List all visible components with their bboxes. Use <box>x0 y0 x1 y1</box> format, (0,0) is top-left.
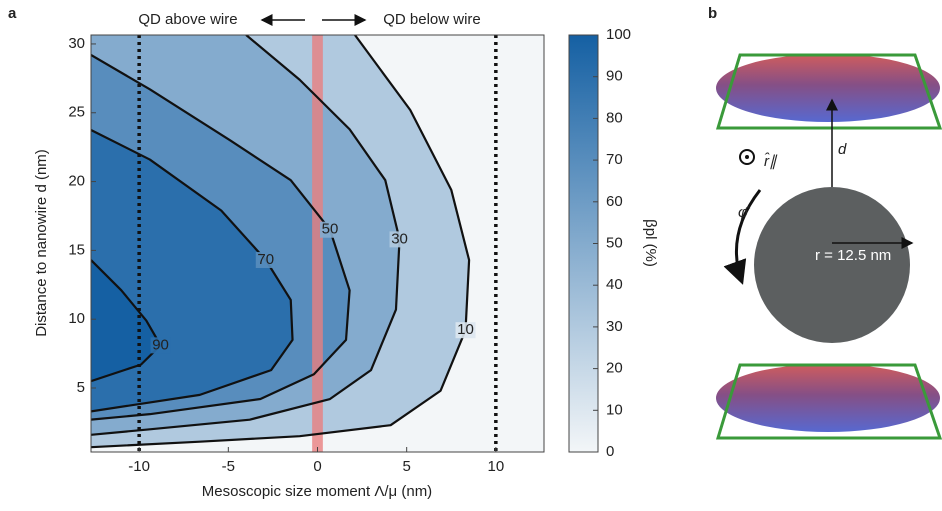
contour-line <box>91 128 294 413</box>
frame <box>715 53 942 130</box>
radius-label: r = 12.5 nm <box>815 247 891 264</box>
contour-label-bg <box>255 252 276 269</box>
contour-label-bg <box>150 337 171 354</box>
colorbar-tick-label: 50 <box>606 234 623 251</box>
contour-line <box>91 35 401 436</box>
unit-vector-label: r̂∥ <box>764 152 778 170</box>
contour-label: 90 <box>152 336 169 353</box>
highlight-band <box>312 35 323 452</box>
annotation: QD above wire <box>138 11 237 28</box>
dome <box>716 364 940 432</box>
x-tick-label: 10 <box>488 458 505 475</box>
contour-label-bg <box>319 221 340 238</box>
unit-vector-label: φ̂ <box>738 204 751 221</box>
contour-label-bg <box>455 322 476 339</box>
colorbar-tick-label: 60 <box>606 193 623 210</box>
contour-line <box>91 259 162 383</box>
annotation: QD below wire <box>383 11 481 28</box>
colorbar-tick-label: 30 <box>606 318 623 335</box>
contour-line <box>91 35 471 449</box>
distance-label: d <box>838 141 847 158</box>
nanowire <box>754 187 910 343</box>
contour-label: 70 <box>257 251 274 268</box>
colorbar-tick-label: 20 <box>606 360 623 377</box>
colorbar-tick-label: 0 <box>606 443 614 460</box>
out-of-plane <box>739 149 755 165</box>
y-axis-label: Distance to nanowire d (nm) <box>33 149 50 337</box>
x-tick-label: 0 <box>313 458 321 475</box>
y-tick-label: 30 <box>68 35 85 52</box>
panel-label: a <box>8 5 17 22</box>
plot-area: 10 30 50 70 90 <box>91 35 544 452</box>
y-tick-label: 20 <box>68 173 85 190</box>
colorbar-tick-label: 90 <box>606 68 623 85</box>
colorbar-tick-label: 40 <box>606 276 623 293</box>
colorbar-tick-label: 100 <box>606 26 631 43</box>
out-of-plane <box>745 155 749 159</box>
colorbar-tick-label: 10 <box>606 401 623 418</box>
contour-fill <box>91 35 161 382</box>
colorbar-tick-label: 80 <box>606 109 623 126</box>
contour-label: 30 <box>391 230 408 247</box>
contour-line <box>91 54 351 421</box>
frame <box>715 363 942 440</box>
colorbar-tick-label: 70 <box>606 151 623 168</box>
x-tick-label: 5 <box>403 458 411 475</box>
y-tick-label: 25 <box>68 104 85 121</box>
x-tick-label: -5 <box>222 458 235 475</box>
contour-label: 50 <box>322 221 339 238</box>
y-tick-label: 5 <box>77 379 85 396</box>
panel-label: b <box>708 5 717 22</box>
contour-label-bg <box>389 231 410 248</box>
y-tick-label: 10 <box>68 310 85 327</box>
x-tick-label: -10 <box>128 458 150 475</box>
x-axis-label: Mesoscopic size moment Λ/μ (nm) <box>202 483 432 500</box>
dome <box>716 54 940 122</box>
arrow <box>723 189 762 285</box>
colorbar-label: βpl (%) <box>642 219 659 267</box>
panel-b: b d r̂∥ φ̂ r = 12.5 nm <box>708 5 942 440</box>
contour-label: 10 <box>457 321 474 338</box>
y-tick-label: 15 <box>68 241 85 258</box>
